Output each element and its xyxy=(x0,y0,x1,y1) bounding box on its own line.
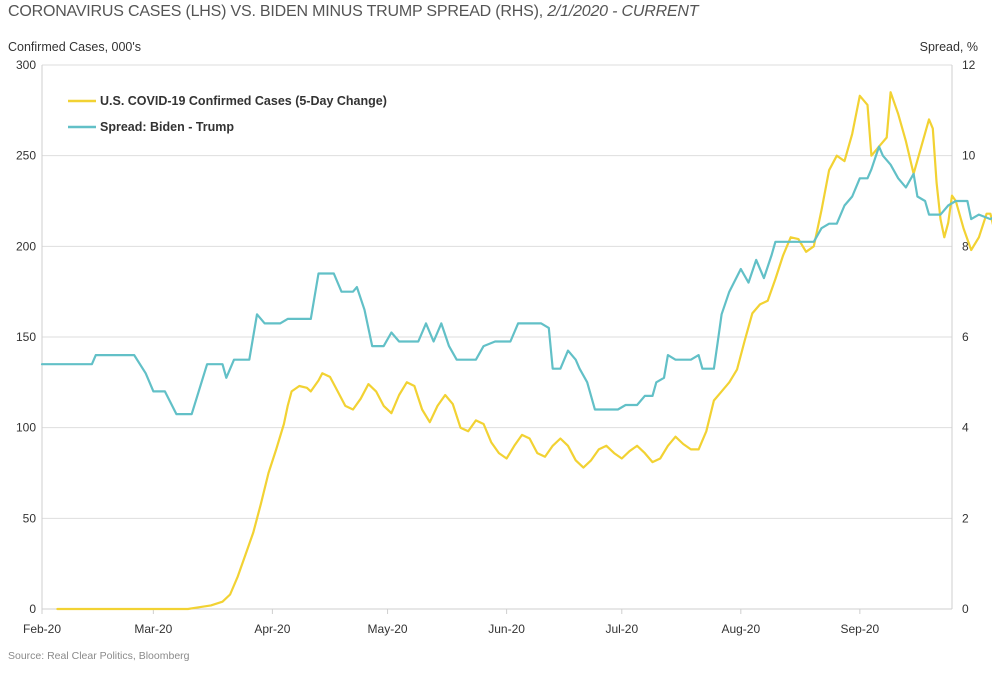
y-tick-left-label: 50 xyxy=(23,511,37,525)
legend: U.S. COVID-19 Confirmed Cases (5-Day Cha… xyxy=(68,94,387,134)
y-tick-right-label: 2 xyxy=(962,511,969,525)
source-note: Source: Real Clear Politics, Bloomberg xyxy=(8,650,190,662)
gridlines xyxy=(42,64,952,519)
chart-title: CORONAVIRUS CASES (LHS) VS. BIDEN MINUS … xyxy=(8,3,699,21)
y-tick-left-label: 250 xyxy=(16,149,36,163)
x-tick-label: Mar-20 xyxy=(134,622,172,636)
y-ticks-left: 0 50 100 150 200 250 300 xyxy=(16,58,36,616)
y-tick-right-label: 4 xyxy=(962,421,969,435)
x-tick-label: May-20 xyxy=(368,622,408,636)
y-tick-left-label: 100 xyxy=(16,421,36,435)
legend-label-spread: Spread: Biden - Trump xyxy=(100,120,234,134)
x-tick-label: Jul-20 xyxy=(605,622,638,636)
y-tick-right-label: 12 xyxy=(962,58,976,72)
legend-label-cases: U.S. COVID-19 Confirmed Cases (5-Day Cha… xyxy=(100,94,387,108)
y-tick-left-label: 0 xyxy=(29,602,36,616)
y-tick-left-label: 150 xyxy=(16,330,36,344)
x-tick-label: Feb-20 xyxy=(23,622,61,636)
series-line-spread xyxy=(40,145,992,416)
y-tick-right-label: 10 xyxy=(962,149,976,163)
y-axis-right-label: Spread, % xyxy=(919,40,978,54)
series-line-cases xyxy=(56,91,992,611)
y-tick-left-label: 300 xyxy=(16,58,36,72)
y-ticks-right: 0 2 4 6 8 10 12 xyxy=(962,58,976,616)
y-tick-right-label: 6 xyxy=(962,330,969,344)
x-tick-label: Aug-20 xyxy=(721,622,760,636)
x-tick-label: Sep-20 xyxy=(840,622,879,636)
y-tick-right-label: 8 xyxy=(962,239,969,253)
x-tick-label: Apr-20 xyxy=(254,622,290,636)
x-ticks: Feb-20 Mar-20 Apr-20 May-20 Jun-20 Jul-20 Aug-… xyxy=(23,609,880,636)
y-tick-left-label: 200 xyxy=(16,239,36,253)
x-tick-label: Jun-20 xyxy=(488,622,525,636)
chart-title-main: CORONAVIRUS CASES (LHS) VS. BIDEN MINUS … xyxy=(8,3,548,20)
y-tick-right-label: 0 xyxy=(962,602,969,616)
series-lines xyxy=(40,91,992,611)
chart-title-period: 2/1/2020 - CURRENT xyxy=(547,3,699,20)
y-axis-left-label: Confirmed Cases, 000's xyxy=(8,40,142,54)
